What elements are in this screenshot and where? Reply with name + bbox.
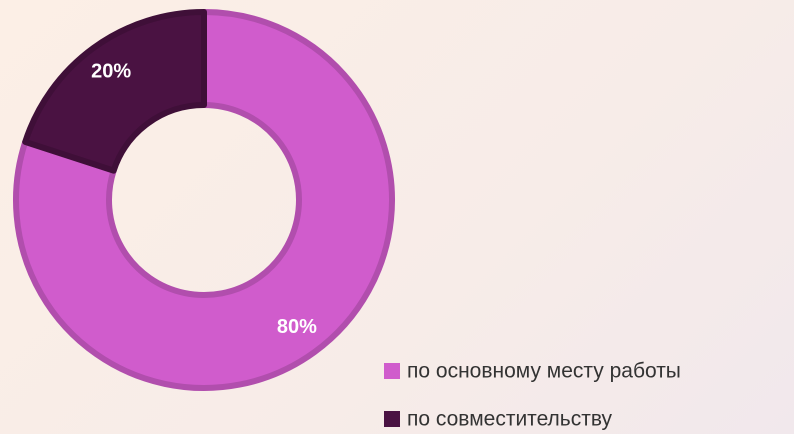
donut-segment (13, 9, 395, 391)
data-label: 20% (91, 60, 131, 82)
donut-segment (22, 9, 207, 174)
legend-label: по основному месту работы (407, 360, 681, 383)
legend-swatch (384, 363, 400, 379)
legend-label: по совместительству (407, 408, 613, 431)
legend-swatch (384, 411, 400, 427)
data-label: 80% (277, 316, 317, 338)
